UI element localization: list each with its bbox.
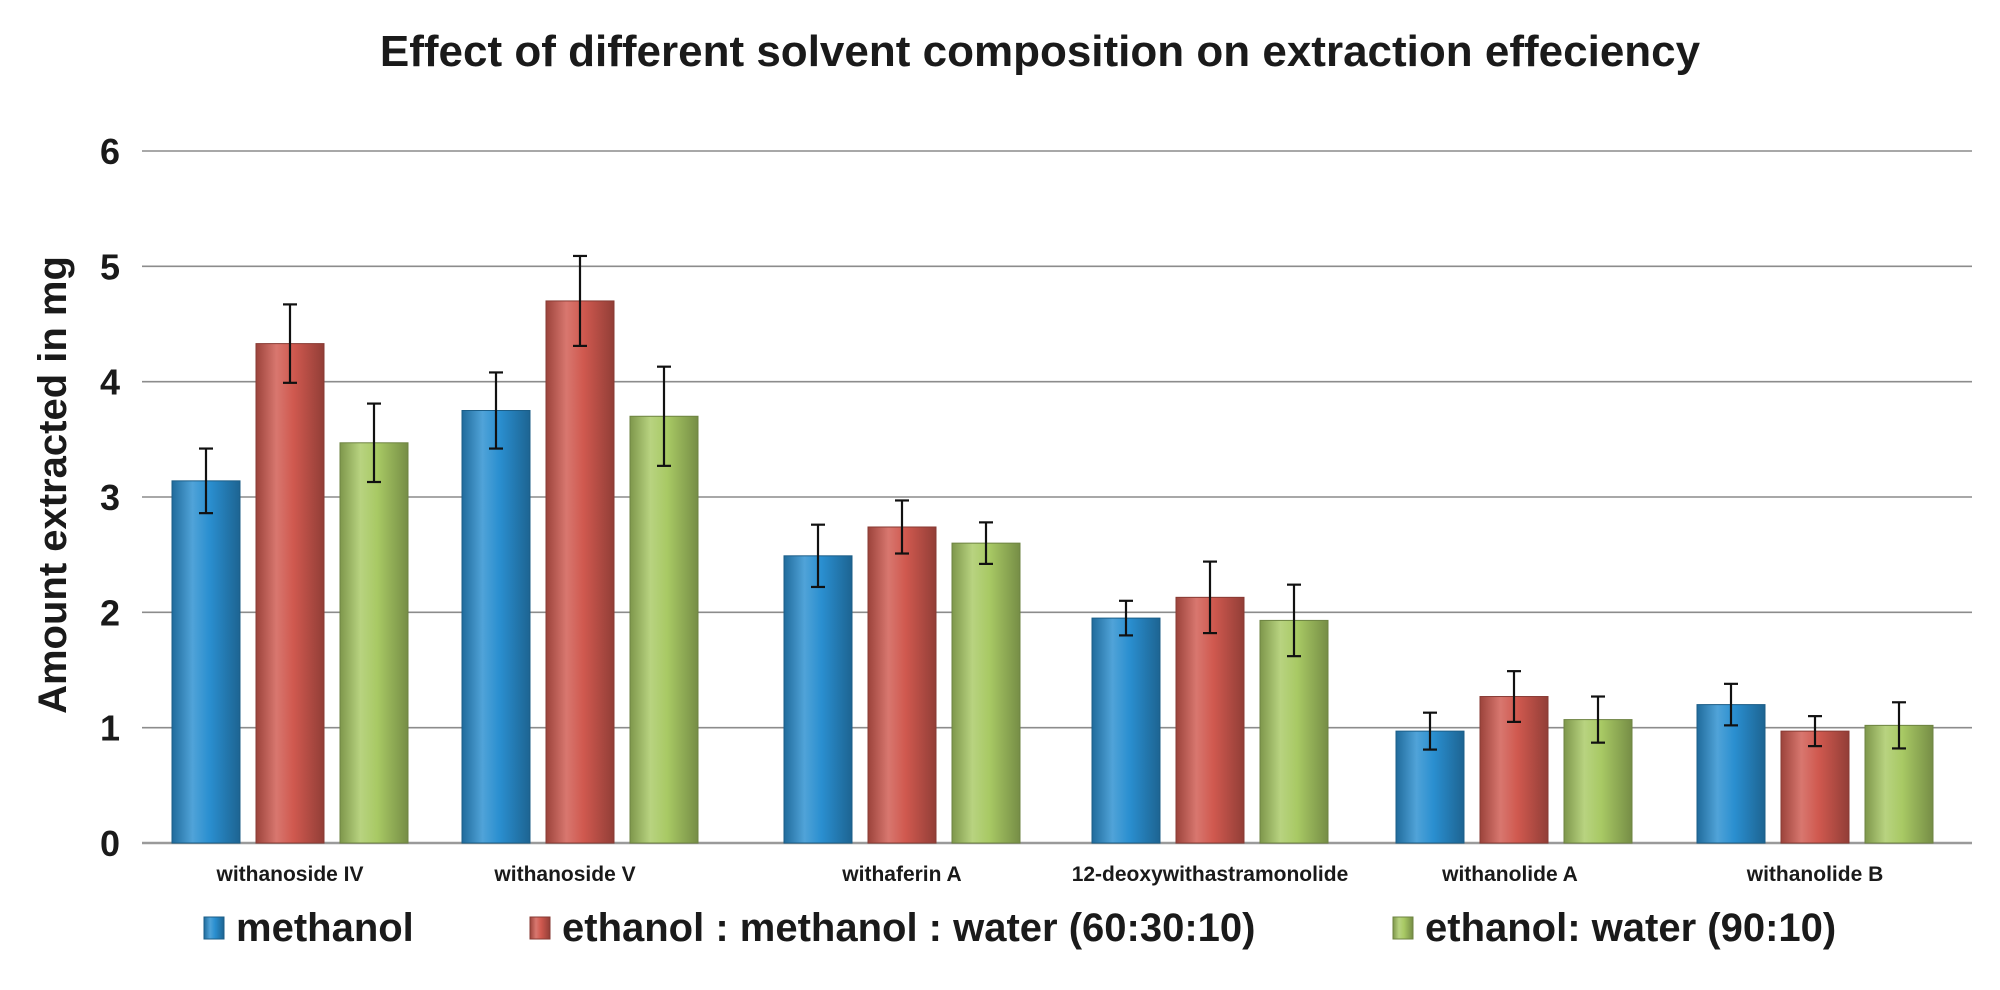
y-tick-label: 6	[100, 131, 120, 172]
bar-2-0	[339, 442, 409, 844]
y-tick-labels: 0 1 2 3 4 5 6	[100, 131, 120, 864]
x-tick-label: withanoside IV	[215, 863, 363, 886]
legend-item-1: ethanol : methanol : water (60:30:10)	[529, 906, 1255, 950]
legend: methanol ethanol : methanol : water (60:3…	[203, 906, 1836, 950]
error-bar-1-2	[895, 499, 909, 555]
y-tick-label: 4	[100, 362, 120, 403]
bar-2-1	[629, 415, 699, 844]
x-tick-label: withanolide A	[1441, 863, 1578, 886]
bar-1-2	[867, 526, 937, 844]
x-tick-labels: withanoside IV withanoside V withaferin A 1…	[215, 863, 1883, 886]
legend-item-2: ethanol: water (90:10)	[1392, 906, 1836, 950]
error-bar-0-1	[489, 371, 503, 450]
bar-1-3	[1175, 596, 1245, 844]
error-bar-1-1	[573, 254, 587, 348]
bar-0-3	[1091, 617, 1161, 844]
legend-swatch	[529, 916, 551, 940]
error-bar-1-0	[283, 303, 297, 384]
legend-swatch	[1392, 916, 1414, 940]
error-bars	[199, 254, 1906, 751]
error-bar-2-2	[979, 521, 993, 565]
bar-1-0	[255, 343, 325, 844]
y-tick-label: 3	[100, 477, 120, 518]
x-tick-label: withaferin A	[841, 863, 961, 886]
error-bar-0-2	[811, 523, 825, 589]
error-bar-1-4	[1507, 670, 1521, 724]
error-bar-2-5	[1892, 701, 1906, 750]
error-bar-0-5	[1724, 682, 1738, 727]
bar-1-5	[1780, 730, 1850, 844]
error-bar-0-3	[1119, 599, 1133, 637]
x-tick-label: withanoside V	[493, 863, 635, 886]
legend-item-0: methanol	[203, 906, 414, 950]
bar-0-2	[783, 555, 853, 844]
x-tick-label: 12-deoxywithastramonolide	[1072, 863, 1349, 886]
y-tick-label: 5	[100, 246, 120, 287]
bar-0-0	[171, 480, 241, 844]
y-tick-label: 1	[100, 708, 120, 749]
legend-label: ethanol : methanol : water (60:30:10)	[562, 906, 1255, 950]
legend-swatch	[203, 916, 225, 940]
bar-2-2	[951, 542, 1021, 844]
error-bar-1-5	[1808, 715, 1822, 748]
bar-0-5	[1696, 704, 1766, 844]
error-bar-2-4	[1591, 695, 1605, 744]
legend-label: methanol	[236, 906, 414, 950]
bars	[171, 300, 1934, 844]
gridlines	[142, 150, 1972, 845]
y-axis-label: Amount extracted in mg	[31, 256, 75, 714]
y-tick-label: 0	[100, 823, 120, 864]
bar-1-1	[545, 300, 615, 844]
x-tick-label: withanolide B	[1746, 863, 1884, 886]
error-bar-1-3	[1203, 560, 1217, 635]
legend-label: ethanol: water (90:10)	[1425, 906, 1836, 950]
bar-2-3	[1259, 619, 1329, 844]
bar-0-1	[461, 410, 531, 844]
error-bar-2-1	[657, 365, 671, 467]
y-tick-label: 2	[100, 592, 120, 633]
chart-title: Effect of different solvent composition …	[380, 27, 1701, 76]
error-bar-0-4	[1423, 711, 1437, 751]
error-bar-2-0	[367, 402, 381, 484]
error-bar-2-3	[1287, 583, 1301, 658]
error-bar-0-0	[199, 447, 213, 515]
